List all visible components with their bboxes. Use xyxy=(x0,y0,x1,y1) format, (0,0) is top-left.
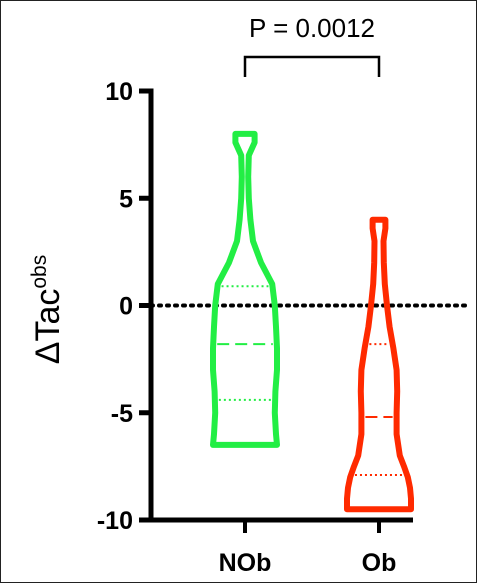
x-tick-label: Ob xyxy=(362,549,397,577)
p-value-label: P = 0.0012 xyxy=(249,13,375,43)
violins xyxy=(210,130,414,513)
y-tick-label: 0 xyxy=(119,293,133,321)
y-tick-label: -5 xyxy=(111,400,133,428)
y-tick-label: -10 xyxy=(97,507,133,535)
annotations: P = 0.0012 xyxy=(243,13,381,77)
y-tick-label: 5 xyxy=(119,185,133,213)
x-tick-label: NOb xyxy=(219,549,272,577)
y-tick-label: 10 xyxy=(105,78,133,106)
y-axis-label-main: ΔTac xyxy=(29,289,67,365)
violin-nob xyxy=(210,130,280,448)
y-axis-label-sup: obs xyxy=(28,255,51,289)
y-axis-label: ΔTacobs xyxy=(28,255,67,364)
significance-bracket xyxy=(243,55,381,77)
violin-ob xyxy=(344,216,414,513)
axes: 10 5 0 -5 -10 NOb Ob xyxy=(97,78,473,577)
